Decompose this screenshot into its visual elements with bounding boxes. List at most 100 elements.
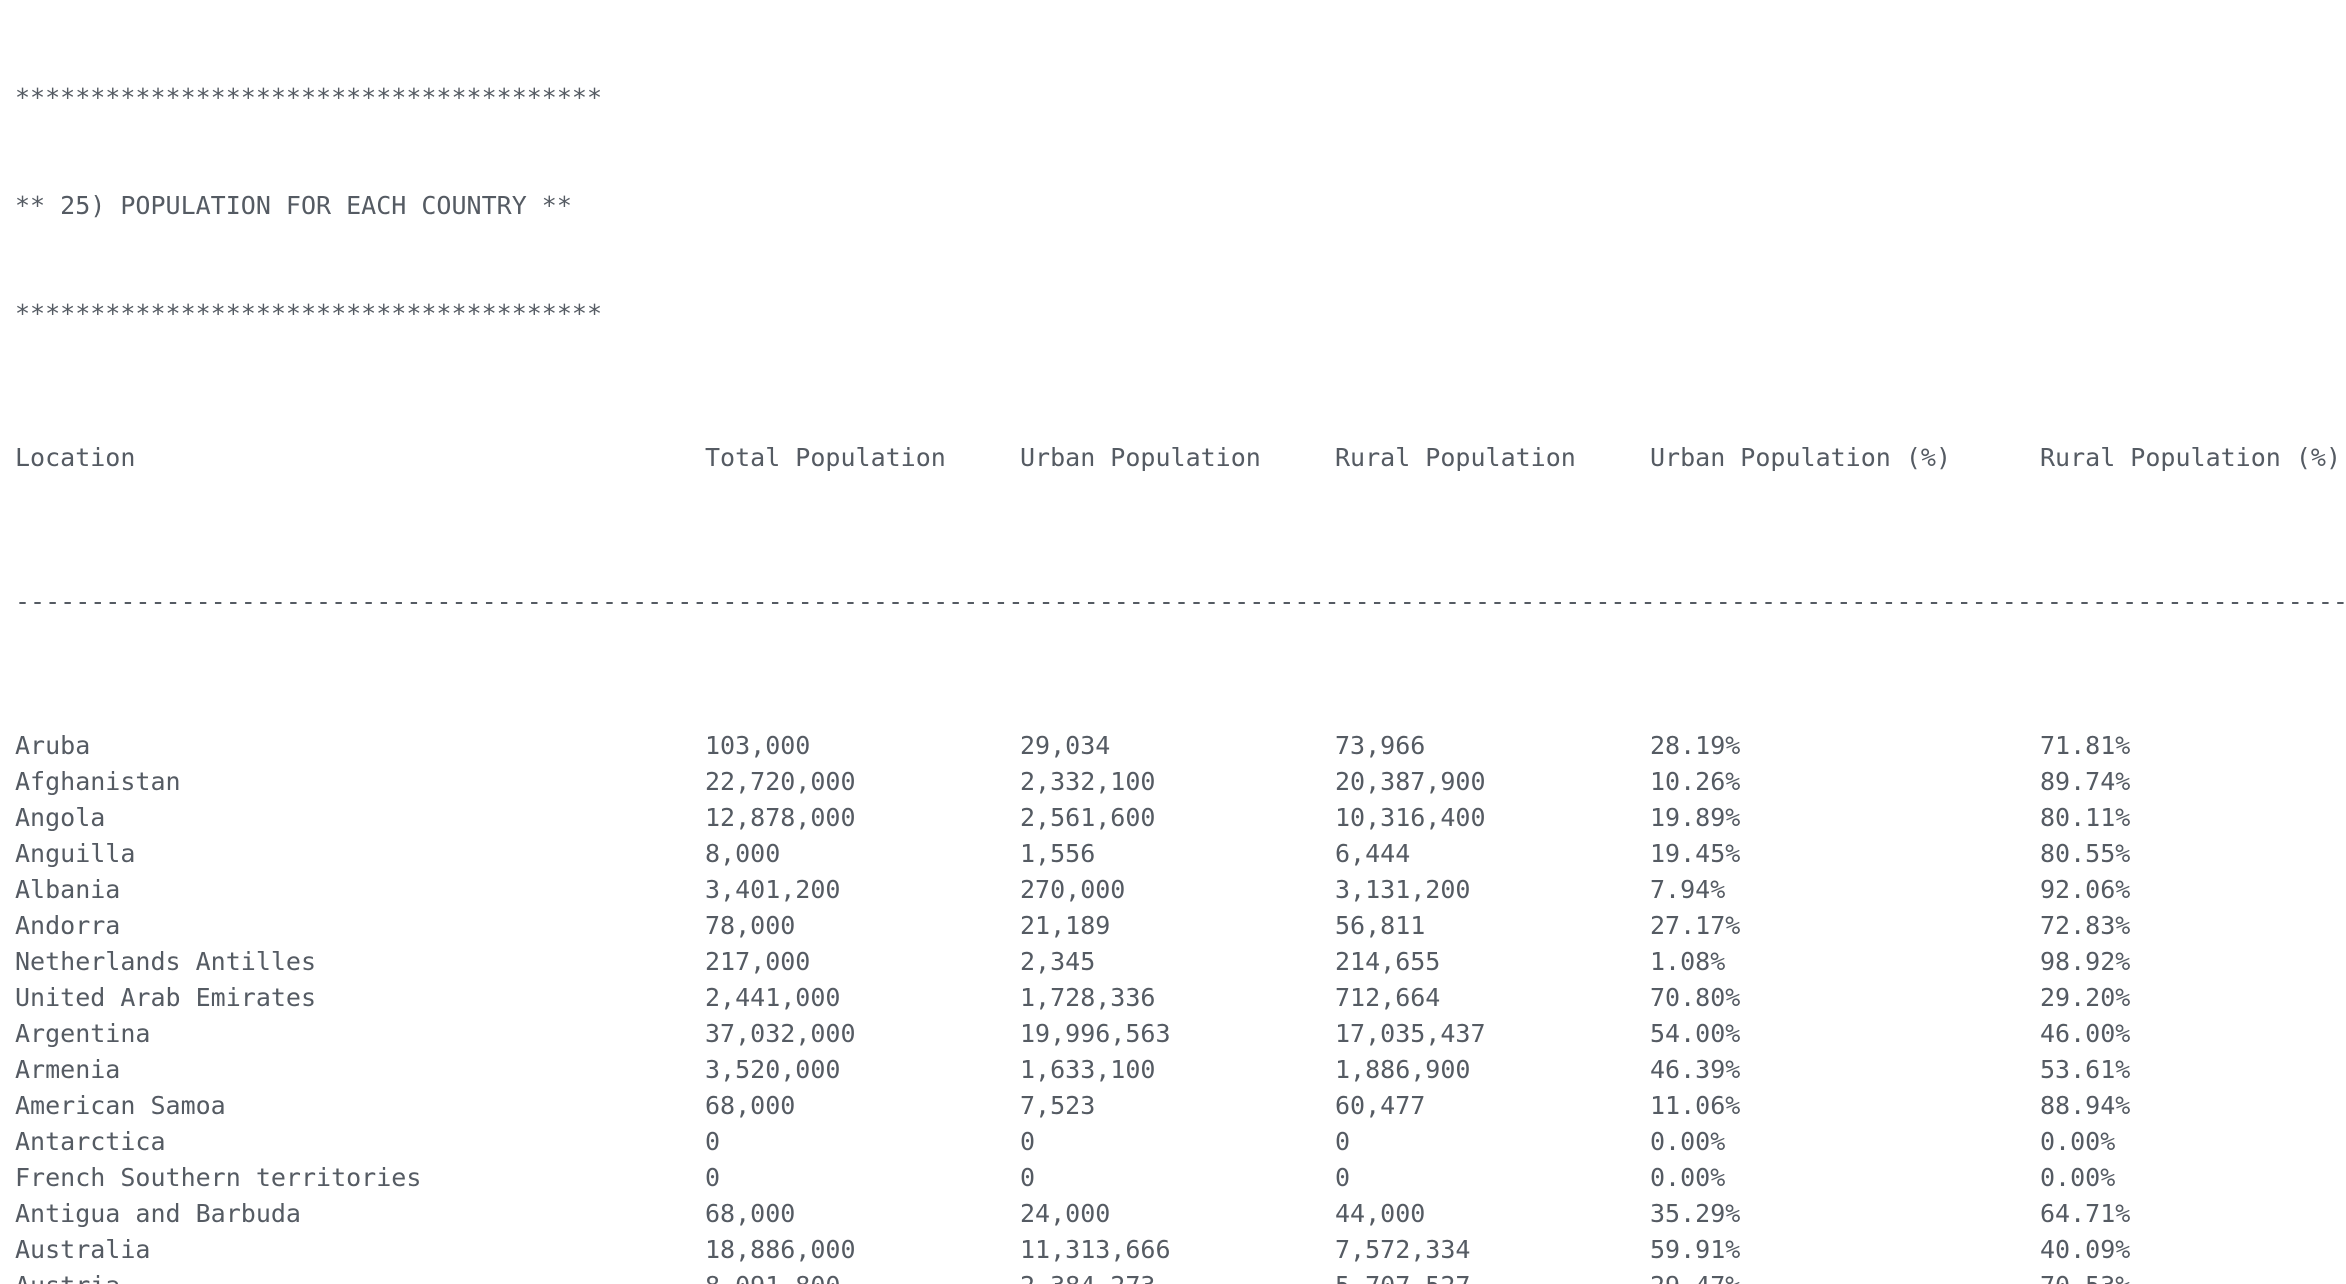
cell-urban-percent: 19.89% (1650, 803, 1741, 832)
cell-total-population: 8,091,800 (705, 1268, 840, 1284)
cell-urban-percent: 70.80% (1650, 983, 1741, 1012)
cell-urban-population: 7,523 (1020, 1091, 1096, 1120)
cell-rural-percent: 70.53% (2040, 1268, 2130, 1284)
cell-urban-percent: 10.26% (1650, 767, 1741, 796)
cell-rural-population: 0 (1335, 1163, 1351, 1192)
cell-urban-percent: 19.45% (1650, 839, 1741, 868)
cell-location: Austria (15, 1268, 120, 1284)
table-row: Australia 18,886,000 11,313,666 7,572,334 59… (15, 1232, 2346, 1268)
cell-rural-population: 3,131,200 (1335, 875, 1471, 904)
cell-location: French Southern territories (15, 1163, 422, 1192)
cell-rural-population: 73,966 (1335, 731, 1426, 760)
cell-urban-population: 1,728,336 (1020, 983, 1156, 1012)
table-header: Location Total Population Urban Populati… (15, 440, 2346, 476)
cell-urban-percent: 11.06% (1650, 1091, 1741, 1120)
header-urban-percent: Urban Population (%) (1650, 443, 1952, 472)
cell-rural-percent: 80.55% (2040, 839, 2131, 868)
cell-urban-percent: 28.19% (1650, 731, 1741, 760)
cell-location: Australia (15, 1235, 151, 1264)
cell-total-population: 2,441,000 (705, 983, 841, 1012)
cell-rural-population: 6,444 (1335, 839, 1411, 868)
cell-total-population: 8,000 (705, 839, 781, 868)
cell-total-population: 37,032,000 (705, 1019, 856, 1048)
table-row: Netherlands Antilles 217,000 2,345 214,655 1… (15, 944, 2346, 980)
cell-rural-population: 5,707,527 (1335, 1268, 1470, 1284)
cell-location: Antarctica (15, 1127, 166, 1156)
cell-urban-percent: 0.00% (1650, 1163, 1726, 1192)
cell-urban-population: 270,000 (1020, 875, 1126, 904)
cell-rural-percent: 46.00% (2040, 1019, 2131, 1048)
cell-total-population: 22,720,000 (705, 767, 856, 796)
cell-total-population: 78,000 (705, 911, 796, 940)
table-row: Afghanistan 22,720,000 2,332,100 20,387,900… (15, 764, 2346, 800)
cell-urban-population: 1,556 (1020, 839, 1096, 868)
cell-total-population: 0 (705, 1127, 721, 1156)
table-row: French Southern territories 0 0 0 0.00% 0.00% (15, 1160, 2346, 1196)
cell-rural-percent: 64.71% (2040, 1199, 2131, 1228)
cell-total-population: 12,878,000 (705, 803, 856, 832)
cell-total-population: 0 (705, 1163, 721, 1192)
cell-rural-percent: 98.92% (2040, 947, 2131, 976)
header-separator: ----------------------------------------… (15, 587, 2346, 616)
cell-rural-percent: 89.74% (2040, 767, 2131, 796)
header-urban-population: Urban Population (1020, 443, 1261, 472)
cell-urban-percent: 27.17% (1650, 911, 1741, 940)
terminal-output: *************************************** … (15, 8, 2346, 1284)
cell-rural-population: 712,664 (1335, 983, 1441, 1012)
table-row: American Samoa 68,000 7,523 60,477 11.06% 88.… (15, 1088, 2346, 1124)
cell-location: Andorra (15, 911, 121, 940)
cell-total-population: 3,401,200 (705, 875, 841, 904)
cell-urban-population: 11,313,666 (1020, 1235, 1171, 1264)
cell-rural-percent: 29.20% (2040, 983, 2131, 1012)
cell-urban-percent: 29.47% (1650, 1268, 1740, 1284)
cell-urban-percent: 54.00% (1650, 1019, 1741, 1048)
cell-rural-percent: 0.00% (2040, 1163, 2116, 1192)
cell-rural-population: 20,387,900 (1335, 767, 1486, 796)
cell-rural-percent: 53.61% (2040, 1055, 2131, 1084)
cell-total-population: 3,520,000 (705, 1055, 841, 1084)
cell-urban-percent: 7.94% (1650, 875, 1726, 904)
cell-location: Angola (15, 803, 106, 832)
cell-urban-percent: 59.91% (1650, 1235, 1741, 1264)
cell-rural-percent: 72.83% (2040, 911, 2131, 940)
cell-location: Netherlands Antilles (15, 947, 317, 976)
table-row: United Arab Emirates 2,441,000 1,728,336 71… (15, 980, 2346, 1016)
cell-urban-population: 2,345 (1020, 947, 1096, 976)
cell-rural-population: 1,886,900 (1335, 1055, 1471, 1084)
cell-urban-population: 0 (1020, 1127, 1036, 1156)
cell-rural-percent: 40.09% (2040, 1235, 2131, 1264)
cell-location: Antigua and Barbuda (15, 1199, 301, 1228)
cell-urban-percent: 35.29% (1650, 1199, 1741, 1228)
report-title: ** 25) POPULATION FOR EACH COUNTRY ** (15, 191, 572, 220)
cell-location: United Arab Emirates (15, 983, 317, 1012)
cell-total-population: 68,000 (705, 1091, 796, 1120)
header-rural-percent: Rural Population (%) (2040, 443, 2342, 472)
cell-location: Aruba (15, 731, 91, 760)
cell-rural-population: 56,811 (1335, 911, 1426, 940)
table-row: Armenia 3,520,000 1,633,100 1,886,900 46.39%… (15, 1052, 2346, 1088)
cell-urban-population: 1,633,100 (1020, 1055, 1156, 1084)
cell-total-population: 18,886,000 (705, 1235, 856, 1264)
cell-urban-population: 2,561,600 (1020, 803, 1156, 832)
header-location: Location (15, 443, 136, 472)
cell-location: Anguilla (15, 839, 136, 868)
table-row: Andorra 78,000 21,189 56,811 27.17% 72.83% (15, 908, 2346, 944)
cell-total-population: 217,000 (705, 947, 811, 976)
header-total-population: Total Population (705, 443, 946, 472)
cell-urban-population: 0 (1020, 1163, 1036, 1192)
cell-total-population: 68,000 (705, 1199, 796, 1228)
cell-urban-population: 21,189 (1020, 911, 1111, 940)
banner-top: *************************************** (15, 83, 602, 112)
cell-rural-population: 0 (1335, 1127, 1351, 1156)
cell-location: Albania (15, 875, 121, 904)
cell-rural-percent: 92.06% (2040, 875, 2131, 904)
cell-urban-population: 19,996,563 (1020, 1019, 1171, 1048)
table-row: Antarctica 0 0 0 0.00% 0.00% (15, 1124, 2346, 1160)
table-row: Antigua and Barbuda 68,000 24,000 44,000 35.… (15, 1196, 2346, 1232)
cell-rural-percent: 71.81% (2040, 731, 2131, 760)
cell-rural-population: 7,572,334 (1335, 1235, 1471, 1264)
cell-rural-population: 60,477 (1335, 1091, 1426, 1120)
cell-urban-percent: 0.00% (1650, 1127, 1726, 1156)
cell-total-population: 103,000 (705, 731, 811, 760)
table-row: Albania 3,401,200 270,000 3,131,200 7.94% 92.… (15, 872, 2346, 908)
